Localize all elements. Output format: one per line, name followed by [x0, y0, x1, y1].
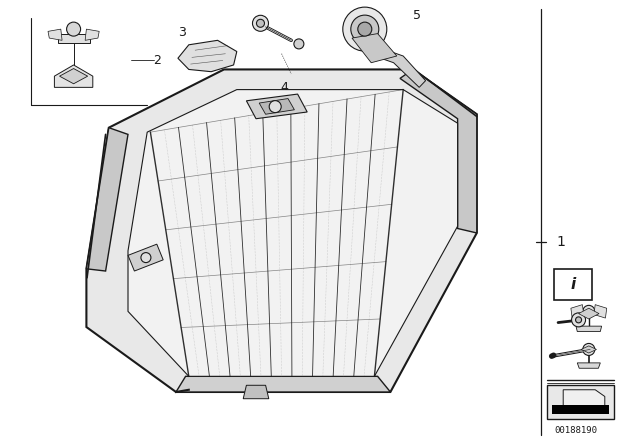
Circle shape — [252, 15, 269, 31]
Circle shape — [343, 7, 387, 51]
Text: 4: 4 — [281, 81, 289, 94]
Polygon shape — [128, 244, 163, 271]
Polygon shape — [259, 99, 294, 114]
Polygon shape — [400, 69, 477, 233]
Text: 2: 2 — [154, 54, 161, 67]
Polygon shape — [243, 385, 269, 399]
Polygon shape — [352, 34, 397, 63]
Polygon shape — [178, 40, 237, 72]
Polygon shape — [85, 29, 99, 40]
Text: 3: 3 — [179, 26, 186, 39]
Polygon shape — [128, 90, 458, 376]
Polygon shape — [581, 346, 596, 353]
Polygon shape — [577, 363, 600, 368]
Circle shape — [583, 306, 595, 317]
Circle shape — [269, 101, 281, 112]
Polygon shape — [58, 34, 90, 43]
Circle shape — [351, 15, 379, 43]
Polygon shape — [576, 326, 602, 332]
Polygon shape — [86, 69, 477, 392]
Text: 00188190: 00188190 — [554, 426, 598, 435]
Polygon shape — [48, 29, 62, 40]
Polygon shape — [60, 69, 88, 84]
Circle shape — [572, 313, 586, 327]
Polygon shape — [86, 128, 128, 271]
Circle shape — [583, 344, 595, 355]
Polygon shape — [246, 94, 307, 119]
Polygon shape — [594, 305, 607, 318]
Text: 1: 1 — [557, 235, 566, 249]
Polygon shape — [571, 305, 584, 318]
Polygon shape — [563, 390, 605, 407]
Circle shape — [294, 39, 304, 49]
Circle shape — [67, 22, 81, 36]
Circle shape — [575, 317, 582, 323]
Circle shape — [141, 253, 151, 263]
Polygon shape — [368, 47, 426, 87]
Text: 5: 5 — [413, 9, 421, 22]
Circle shape — [257, 19, 264, 27]
Polygon shape — [176, 376, 390, 392]
Bar — [547, 385, 614, 419]
Polygon shape — [54, 65, 93, 87]
Text: i: i — [570, 277, 575, 292]
Polygon shape — [579, 308, 599, 319]
Bar — [554, 269, 592, 300]
Circle shape — [358, 22, 372, 36]
Bar — [552, 405, 609, 414]
